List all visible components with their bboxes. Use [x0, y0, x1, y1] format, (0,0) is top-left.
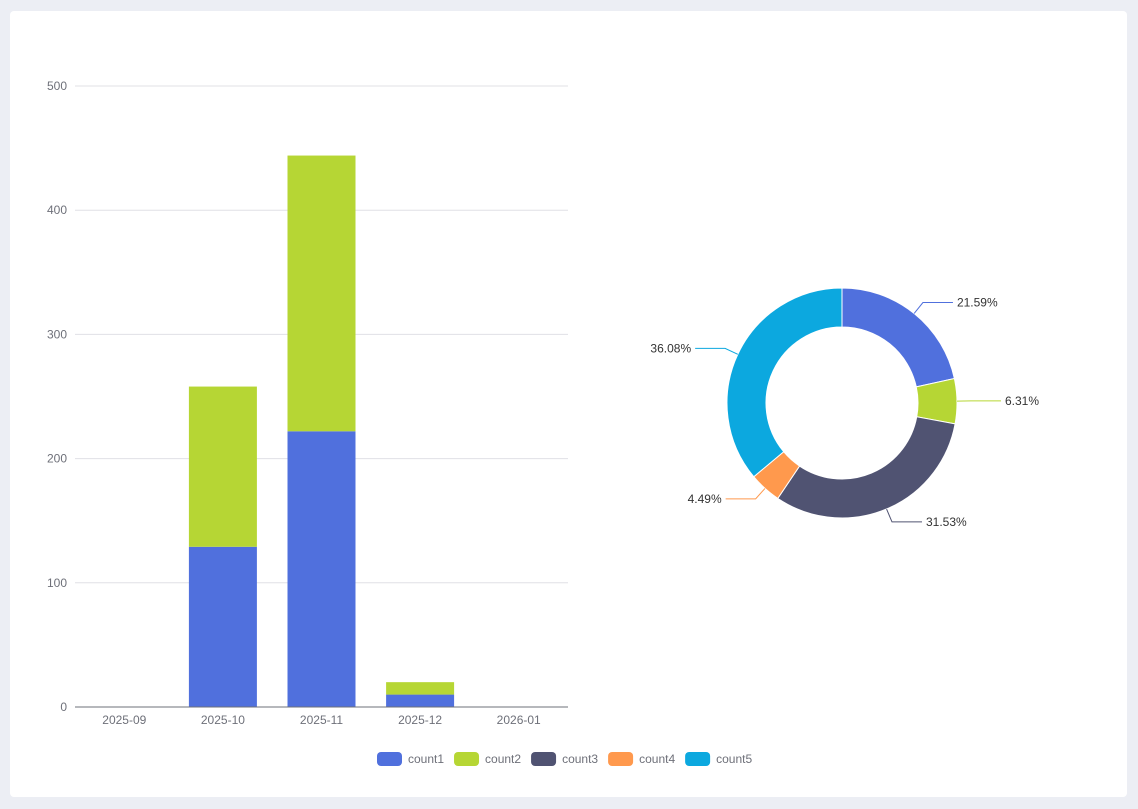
y-tick-label: 400	[47, 203, 67, 217]
label-line	[695, 347, 739, 355]
slice-label: 6.31%	[1005, 394, 1039, 408]
legend-label[interactable]: count3	[562, 752, 598, 766]
y-tick-label: 100	[47, 576, 67, 590]
legend-label[interactable]: count1	[408, 752, 444, 766]
slice-label: 31.53%	[926, 515, 967, 529]
bar-count2	[188, 386, 257, 547]
x-tick-label: 2025-12	[398, 713, 442, 727]
bar-count2	[386, 682, 455, 695]
x-tick-label: 2026-01	[497, 713, 541, 727]
y-tick-label: 300	[47, 327, 67, 341]
slice-label: 21.59%	[957, 296, 998, 310]
legend-swatch-count5	[685, 752, 711, 766]
bar-count1	[386, 694, 455, 707]
slice-label: 36.08%	[650, 341, 691, 355]
donut-slice-count2	[915, 377, 958, 425]
bar-count1	[188, 546, 257, 707]
slice-label: 4.49%	[688, 492, 722, 506]
legend-swatch-count2	[454, 752, 480, 766]
legend-swatch-count4	[608, 752, 634, 766]
x-tick-label: 2025-11	[300, 713, 343, 727]
bar-count2	[287, 155, 356, 432]
legend-swatch-count3	[531, 752, 557, 766]
y-tick-label: 200	[47, 452, 67, 466]
donut-slice-count3	[777, 416, 956, 519]
legend-label[interactable]: count5	[716, 752, 752, 766]
x-tick-label: 2025-09	[102, 713, 146, 727]
label-line	[886, 508, 923, 523]
bar-count1	[287, 431, 356, 707]
donut-slice-count5	[726, 287, 843, 478]
legend-label[interactable]: count2	[485, 752, 521, 766]
x-tick-label: 2025-10	[201, 713, 245, 727]
label-line	[913, 302, 953, 314]
y-tick-label: 0	[60, 700, 67, 714]
legend-label[interactable]: count4	[639, 752, 675, 766]
legend-swatch-count1	[377, 752, 402, 766]
label-line	[725, 488, 766, 500]
y-tick-label: 500	[47, 79, 67, 93]
